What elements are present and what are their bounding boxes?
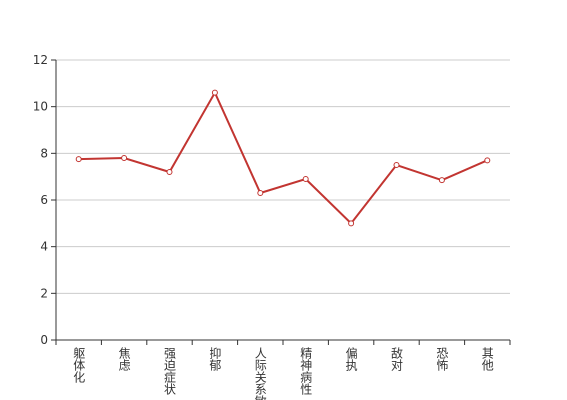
y-tick-label: 2 bbox=[40, 286, 48, 300]
y-tick-label: 0 bbox=[40, 333, 48, 347]
x-tick-label: 偏执 bbox=[344, 346, 358, 372]
point bbox=[484, 157, 491, 164]
point bbox=[75, 156, 82, 163]
line bbox=[78, 90, 488, 225]
point bbox=[393, 162, 400, 168]
x-tick-label: 躯体化 bbox=[72, 346, 86, 384]
x-tick-label: 恐怖 bbox=[435, 347, 449, 371]
point bbox=[302, 176, 309, 182]
y-tick-label: 6 bbox=[40, 193, 48, 207]
x-tick-label: 焦虑 bbox=[117, 347, 131, 371]
x-tick-label: 精神病性 bbox=[299, 347, 313, 396]
point bbox=[438, 177, 445, 184]
point bbox=[121, 155, 128, 161]
x-tick-label: 强迫症状 bbox=[163, 347, 177, 395]
point bbox=[211, 89, 218, 96]
x-tick-label: 其他 bbox=[480, 347, 494, 371]
y-tick-label: 12 bbox=[33, 53, 48, 67]
x-tick-label: 敌对 bbox=[390, 346, 404, 371]
y-tick-label: 4 bbox=[40, 240, 48, 254]
x-tick-label: 人际关系敏感 bbox=[253, 347, 267, 400]
x-tick-label: 抑郁 bbox=[208, 346, 222, 372]
y-tick-label: 10 bbox=[33, 100, 48, 114]
point bbox=[166, 169, 173, 175]
point bbox=[348, 220, 355, 227]
point bbox=[257, 190, 264, 196]
y-tick-label: 8 bbox=[40, 146, 48, 160]
